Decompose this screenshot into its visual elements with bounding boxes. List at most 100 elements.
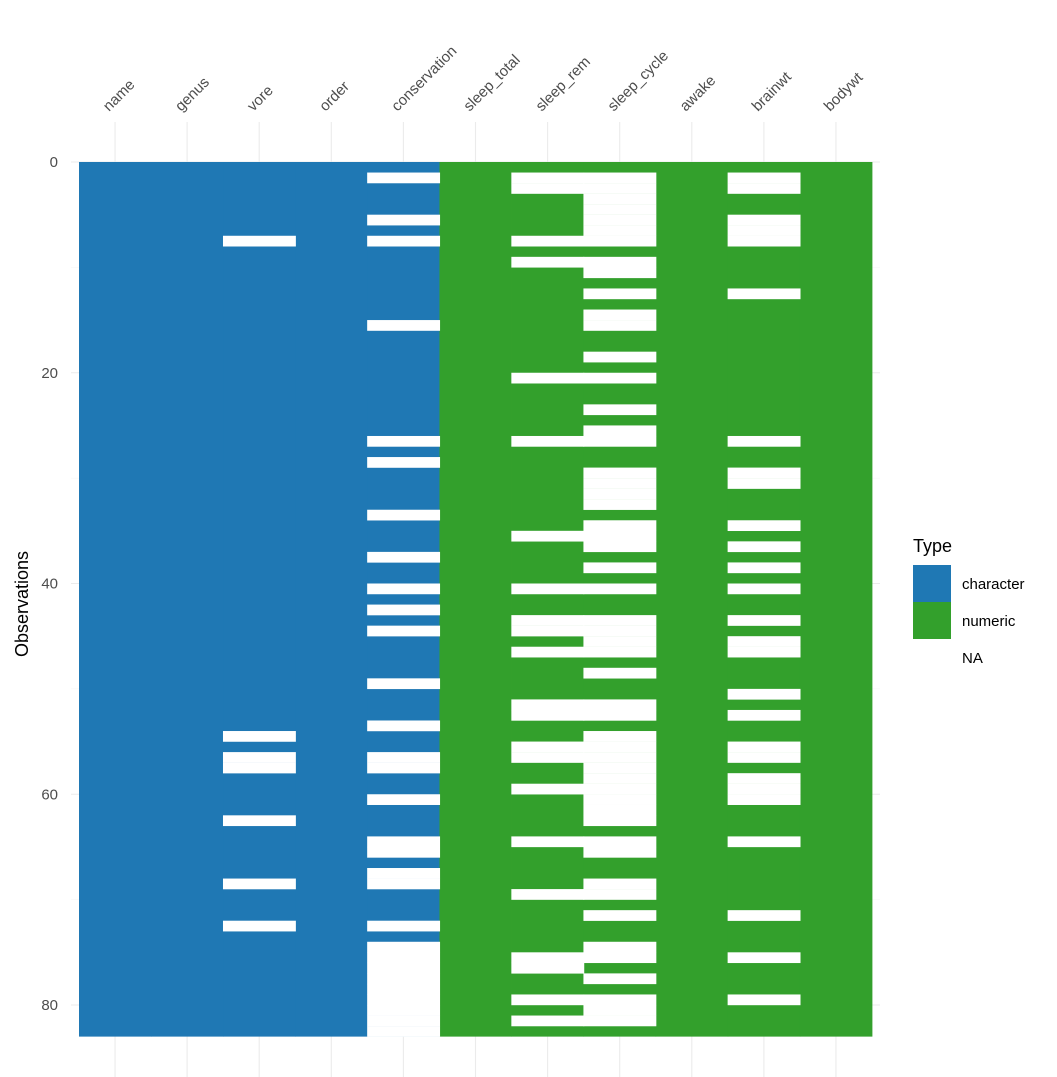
na-cell-brainwt — [727, 636, 801, 647]
na-cell-sleep-cycle — [583, 467, 657, 479]
na-cell-conservation — [367, 836, 441, 848]
x-tick-label-brainwt: brainwt — [749, 68, 796, 115]
na-cell-brainwt — [727, 435, 801, 447]
na-cell-sleep-cycle — [583, 183, 657, 194]
na-cell-sleep-cycle — [583, 288, 657, 300]
na-cell-sleep-rem — [511, 256, 585, 268]
na-cell-sleep-rem — [511, 994, 585, 1006]
legend-label-na: NA — [962, 650, 983, 667]
x-tick-label-sleep-rem: sleep_rem — [532, 53, 594, 115]
column-fill-name — [79, 162, 152, 1037]
y-tick-label: 80 — [41, 997, 58, 1014]
na-cell-brainwt — [727, 794, 801, 805]
na-cell-sleep-rem — [511, 530, 585, 542]
na-cell-sleep-rem — [511, 183, 585, 194]
na-cell-brainwt — [727, 562, 801, 574]
na-cell-sleep-rem — [511, 741, 585, 753]
na-cell-conservation — [367, 878, 441, 890]
na-cell-sleep-cycle — [583, 235, 657, 247]
na-cell-sleep-cycle — [583, 973, 657, 985]
na-cell-sleep-cycle — [583, 520, 657, 532]
column-fill-genus — [151, 162, 224, 1037]
y-tick-label: 0 — [50, 154, 58, 171]
na-cell-sleep-cycle — [583, 204, 657, 215]
na-cell-brainwt — [727, 752, 801, 763]
na-cell-brainwt — [727, 541, 801, 553]
y-axis-title: Observations — [12, 551, 32, 657]
na-cell-sleep-rem — [511, 583, 585, 595]
na-cell-conservation — [367, 551, 441, 563]
legend-swatch-na — [913, 639, 951, 676]
na-cell-conservation — [367, 457, 441, 468]
na-cell-sleep-cycle — [583, 351, 657, 363]
na-cell-brainwt — [727, 214, 801, 226]
na-cell-sleep-cycle — [583, 994, 657, 1006]
na-cell-sleep-rem — [511, 172, 585, 184]
na-cell-sleep-cycle — [583, 636, 657, 647]
na-cell-brainwt — [727, 183, 801, 194]
na-cell-conservation — [367, 983, 441, 995]
na-cell-conservation — [367, 320, 441, 331]
x-tick-label-bodywt: bodywt — [821, 69, 867, 115]
x-axis-ticks: name genus vore order conservation sleep_tota… — [100, 43, 867, 115]
na-cell-conservation — [367, 941, 441, 953]
na-cell-sleep-cycle — [583, 1015, 657, 1027]
na-cell-sleep-cycle — [583, 488, 657, 500]
na-cell-sleep-rem — [511, 836, 585, 848]
na-cell-brainwt — [727, 836, 801, 848]
na-cell-sleep-cycle — [583, 846, 657, 858]
na-cell-brainwt — [727, 520, 801, 532]
legend-swatch-character — [913, 565, 951, 602]
x-tick-label-conservation: conservation — [388, 43, 460, 115]
na-cell-conservation — [367, 1015, 441, 1027]
na-cell-sleep-cycle — [583, 699, 657, 711]
na-cell-sleep-cycle — [583, 910, 657, 921]
na-cell-sleep-rem — [511, 889, 585, 900]
na-cell-conservation — [367, 973, 441, 985]
na-cell-brainwt — [727, 172, 801, 184]
na-cell-sleep-cycle — [583, 541, 657, 553]
na-cell-sleep-cycle — [583, 267, 657, 279]
na-cell-sleep-cycle — [583, 499, 657, 510]
na-cell-sleep-cycle — [583, 214, 657, 226]
na-cell-sleep-cycle — [583, 804, 657, 816]
na-cell-sleep-rem — [511, 709, 585, 721]
na-cell-sleep-rem — [511, 625, 585, 637]
na-cell-sleep-cycle — [583, 404, 657, 416]
na-cell-conservation — [367, 509, 441, 521]
na-cell-brainwt — [727, 478, 801, 489]
na-cell-sleep-rem — [511, 435, 585, 447]
na-cell-sleep-cycle — [583, 372, 657, 384]
legend: Type character numeric NA — [913, 536, 1025, 676]
na-cell-sleep-cycle — [583, 741, 657, 753]
na-cell-conservation — [367, 678, 441, 690]
na-cell-sleep-cycle — [583, 425, 657, 437]
na-cell-sleep-rem — [511, 699, 585, 711]
na-cell-vore — [222, 878, 296, 890]
na-cell-brainwt — [727, 783, 801, 795]
na-cell-sleep-rem — [511, 615, 585, 626]
na-cell-conservation — [367, 720, 441, 732]
na-cell-sleep-cycle — [583, 709, 657, 721]
na-cell-sleep-cycle — [583, 783, 657, 795]
na-cell-sleep-rem — [511, 1015, 585, 1027]
na-cell-sleep-cycle — [583, 309, 657, 321]
na-cell-brainwt — [727, 773, 801, 784]
na-cell-brainwt — [727, 741, 801, 753]
x-tick-label-sleep-cycle: sleep_cycle — [604, 47, 671, 114]
na-cell-sleep-rem — [511, 646, 585, 658]
column-fill-sleep-rem — [511, 162, 585, 1037]
na-cell-sleep-cycle — [583, 530, 657, 542]
na-cell-sleep-cycle — [583, 836, 657, 848]
x-tick-label-order: order — [316, 78, 353, 115]
na-cell-vore — [222, 731, 296, 742]
na-cell-brainwt — [727, 709, 801, 721]
y-tick-label: 20 — [41, 365, 58, 382]
column-fill-awake — [655, 162, 729, 1037]
na-cell-brainwt — [727, 994, 801, 1006]
na-cell-brainwt — [727, 688, 801, 700]
na-cell-sleep-cycle — [583, 1005, 657, 1016]
legend-label-character: character — [962, 576, 1025, 593]
x-tick-label-awake: awake — [677, 72, 720, 115]
